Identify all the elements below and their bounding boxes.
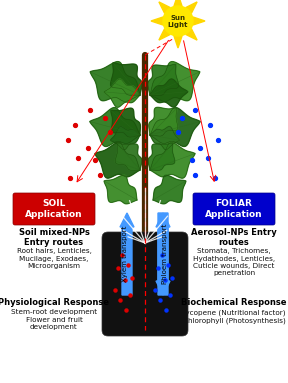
Text: Stem-root development
Flower and fruit
development: Stem-root development Flower and fruit d… <box>11 309 97 330</box>
Polygon shape <box>150 108 200 146</box>
Polygon shape <box>193 17 205 25</box>
Polygon shape <box>150 79 188 107</box>
Polygon shape <box>174 0 182 6</box>
Text: Sun
Light: Sun Light <box>168 15 188 28</box>
Polygon shape <box>159 29 170 40</box>
Polygon shape <box>104 79 140 107</box>
Text: Biochemical Response: Biochemical Response <box>181 298 287 307</box>
Text: Root hairs, Lenticles,
Mucilage, Exodaes,
Microorganism: Root hairs, Lenticles, Mucilage, Exodaes… <box>17 248 91 269</box>
Polygon shape <box>151 17 163 25</box>
Polygon shape <box>149 107 178 136</box>
Text: Stomata, Trichomes,
Hydathodes, Lenticles,
Cuticle wounds, Direct
penetration: Stomata, Trichomes, Hydathodes, Lenticle… <box>193 248 275 277</box>
Text: SOIL
Application: SOIL Application <box>25 199 83 219</box>
Polygon shape <box>111 63 142 95</box>
FancyArrow shape <box>156 213 170 295</box>
Polygon shape <box>159 2 170 13</box>
Polygon shape <box>153 175 186 204</box>
Polygon shape <box>115 143 142 170</box>
Polygon shape <box>111 126 140 150</box>
Polygon shape <box>111 108 140 137</box>
Polygon shape <box>95 142 140 178</box>
Polygon shape <box>104 175 137 204</box>
Polygon shape <box>174 36 182 48</box>
Text: Xylem transport: Xylem transport <box>122 226 128 282</box>
Text: Physiological Response: Physiological Response <box>0 298 109 307</box>
Polygon shape <box>150 142 195 178</box>
Polygon shape <box>148 143 175 170</box>
Circle shape <box>163 6 193 36</box>
Text: Soil mixed-NPs
Entry routes: Soil mixed-NPs Entry routes <box>18 228 90 247</box>
Polygon shape <box>148 64 179 95</box>
Polygon shape <box>150 126 179 150</box>
Polygon shape <box>150 62 200 101</box>
Text: Lycopene (Nutritional factor)
Chlorophyll (Photosynthesis): Lycopene (Nutritional factor) Chlorophyl… <box>182 309 286 324</box>
FancyBboxPatch shape <box>193 193 275 225</box>
Polygon shape <box>186 29 197 40</box>
FancyArrow shape <box>156 213 170 295</box>
Text: Aerosol-NPs Entry
routes: Aerosol-NPs Entry routes <box>191 228 277 247</box>
Polygon shape <box>90 62 140 101</box>
FancyArrow shape <box>120 213 134 295</box>
Polygon shape <box>90 108 140 146</box>
Text: Phloem transport: Phloem transport <box>162 224 168 284</box>
FancyBboxPatch shape <box>13 193 95 225</box>
FancyBboxPatch shape <box>102 232 188 336</box>
Text: FOLIAR
Application: FOLIAR Application <box>205 199 263 219</box>
Polygon shape <box>186 2 197 13</box>
